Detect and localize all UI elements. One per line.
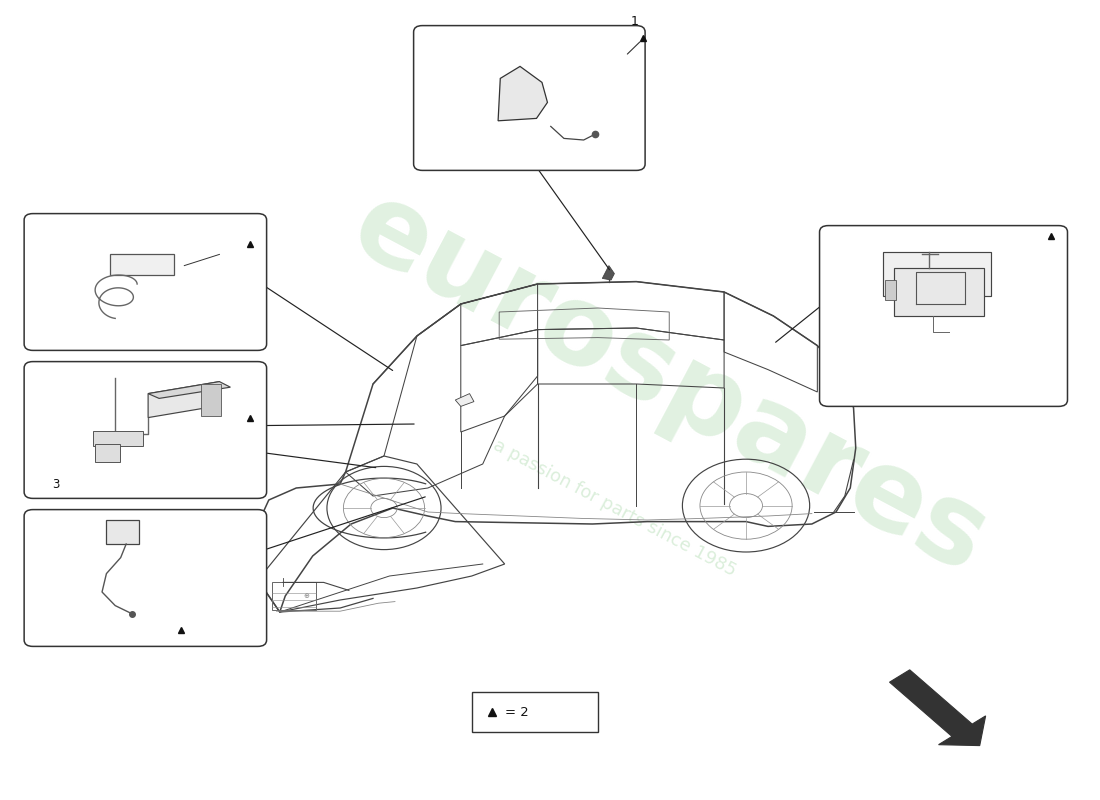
Text: a passion for parts since 1985: a passion for parts since 1985 — [490, 436, 739, 580]
Bar — [96, 444, 120, 462]
Text: eurospares: eurospares — [334, 172, 1004, 596]
FancyBboxPatch shape — [820, 226, 1067, 406]
Bar — [107, 520, 140, 544]
Polygon shape — [148, 382, 230, 398]
Text: 1: 1 — [630, 15, 639, 28]
FancyBboxPatch shape — [24, 362, 266, 498]
Bar — [94, 431, 143, 446]
FancyBboxPatch shape — [24, 510, 266, 646]
Bar — [886, 280, 896, 300]
FancyBboxPatch shape — [414, 26, 645, 170]
Bar — [272, 582, 316, 610]
Polygon shape — [603, 266, 615, 280]
Text: 3: 3 — [53, 478, 60, 491]
Text: = 2: = 2 — [505, 706, 528, 718]
Polygon shape — [890, 670, 986, 746]
Polygon shape — [148, 382, 219, 418]
FancyBboxPatch shape — [110, 254, 175, 275]
Bar — [472, 692, 598, 732]
Polygon shape — [883, 252, 991, 296]
Polygon shape — [455, 394, 474, 406]
Polygon shape — [498, 66, 548, 121]
Text: ⊕: ⊕ — [304, 593, 309, 599]
FancyBboxPatch shape — [24, 214, 266, 350]
Bar — [201, 384, 220, 416]
Polygon shape — [894, 268, 984, 316]
